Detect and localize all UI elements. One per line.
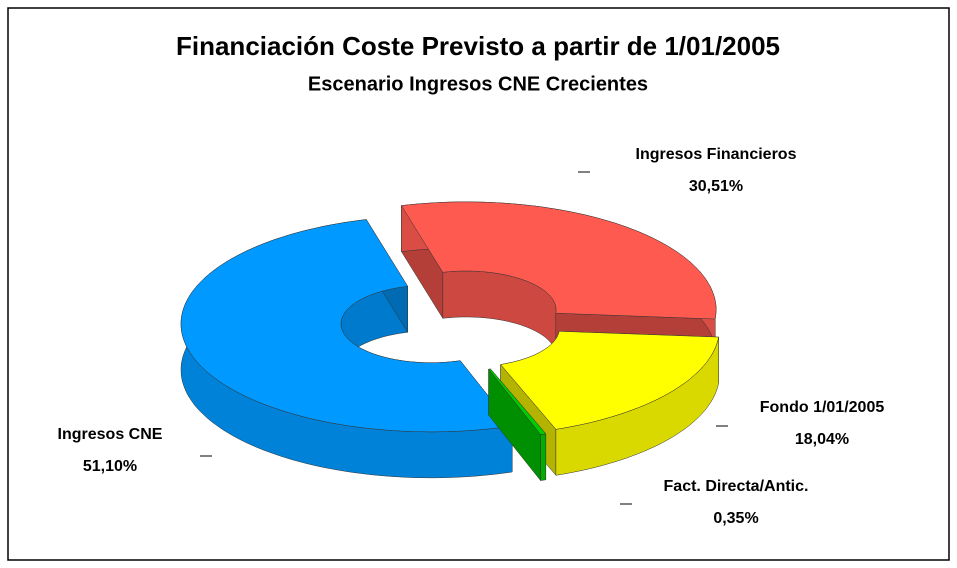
slice-label: Ingresos CNE <box>58 426 163 443</box>
slice-value-label: 0,35% <box>713 510 758 527</box>
slice-value-label: 18,04% <box>795 431 849 448</box>
slice-label: Fondo 1/01/2005 <box>760 399 885 416</box>
slice <box>180 218 513 479</box>
slice-label: Fact. Directa/Antic. <box>664 478 809 495</box>
slice-label: Ingresos Financieros <box>636 146 797 163</box>
chart-title: Financiación Coste Previsto a partir de … <box>176 31 780 61</box>
slice-top <box>488 368 547 435</box>
slice-value-label: 30,51% <box>689 178 743 195</box>
slice-top <box>500 331 719 430</box>
slice <box>488 368 547 482</box>
slice-value-label: 51,10% <box>83 458 137 475</box>
doughnut <box>180 201 719 482</box>
slice-top <box>400 201 717 320</box>
slice-outer-wall <box>540 433 547 481</box>
slice-top <box>180 219 513 433</box>
chart-subtitle: Escenario Ingresos CNE Crecientes <box>308 73 648 95</box>
